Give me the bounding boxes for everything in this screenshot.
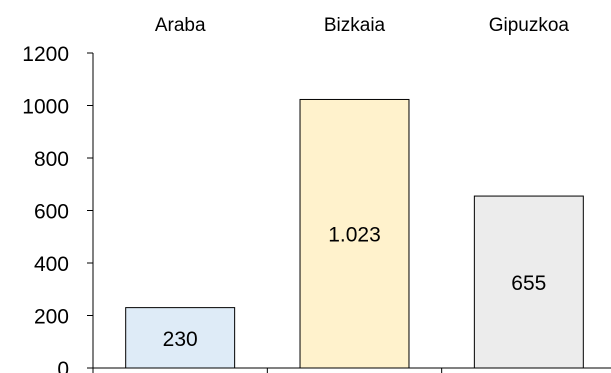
category-label: Bizkaia (324, 15, 386, 36)
bars-group (125, 98, 584, 369)
y-tick-label: 400 (34, 253, 69, 276)
category-label: Araba (155, 15, 206, 36)
data-label: 655 (511, 272, 546, 295)
y-tick-label: 1200 (22, 43, 69, 66)
bar-gipuzkoa (473, 195, 584, 369)
data-label: 1.023 (328, 224, 381, 247)
category-label: Gipuzkoa (489, 15, 570, 36)
bar-bizkaia (299, 98, 410, 369)
axes-group: 0 200 400 600 800 1000 1200 (22, 43, 611, 373)
labels-group: Araba 230 Bizkaia 1.023 Gipuzkoa 655 (155, 15, 570, 351)
y-tick-label: 0 (57, 358, 69, 373)
data-label: 230 (163, 328, 198, 351)
y-tick-label: 1000 (22, 96, 69, 119)
y-tick-label: 600 (34, 201, 69, 224)
y-tick-label: 800 (34, 148, 69, 171)
bar-araba (125, 307, 236, 369)
y-tick-label: 200 (34, 306, 69, 329)
